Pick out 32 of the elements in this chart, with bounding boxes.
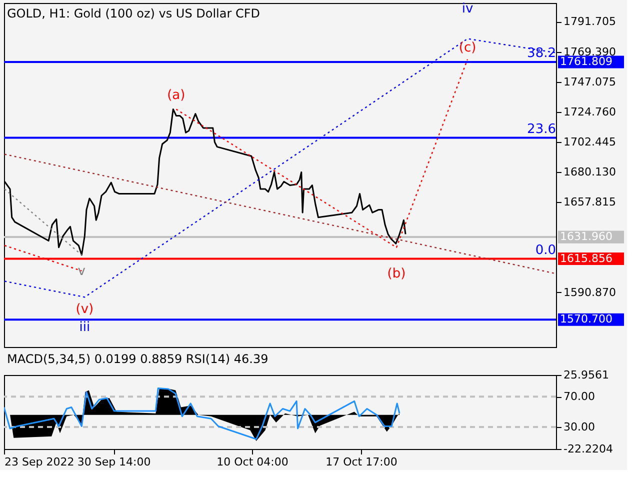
y-tick-label: 1702.445 bbox=[564, 136, 616, 149]
annotation: (b) bbox=[387, 266, 406, 282]
x-tick-label: 23 Sep 2022 bbox=[4, 456, 74, 468]
ref-line-label: 1615.856 bbox=[560, 252, 612, 265]
y2-tick-label: 30.00 bbox=[564, 420, 595, 434]
chart-title: MACD(5,34,5) 0.0199 0.8859 RSI(14) 46.39 bbox=[7, 352, 268, 366]
annotation: (a) bbox=[167, 88, 186, 104]
annotation: iv bbox=[462, 2, 474, 17]
y-tick-label: 1657.815 bbox=[564, 196, 616, 209]
ref-line-label: 1631.960 bbox=[560, 230, 612, 244]
y-tick-label: 25.9561 bbox=[564, 368, 609, 382]
line-series bbox=[4, 38, 556, 298]
annotation: v bbox=[78, 264, 86, 279]
x-tick-label: 10 Oct 04:00 bbox=[216, 456, 288, 468]
chart-title: GOLD, H1: Gold (100 oz) vs US Dollar CFD bbox=[7, 6, 260, 21]
x-tick-label: 30 Sep 14:00 bbox=[77, 456, 151, 468]
y-tick-label: -22.2204 bbox=[564, 442, 613, 456]
y-tick-label: 1724.760 bbox=[564, 105, 616, 118]
annotation: iii bbox=[79, 320, 90, 336]
y-tick-label: 1791.705 bbox=[564, 15, 616, 28]
ref-line-label: 1570.700 bbox=[560, 312, 612, 326]
annotation: (v) bbox=[76, 302, 94, 318]
y2-tick-label: 70.00 bbox=[564, 390, 595, 404]
x-tick-label: 17 Oct 17:00 bbox=[326, 456, 398, 468]
y-tick-label: 1680.130 bbox=[564, 166, 616, 179]
annotation: 0.0 bbox=[535, 242, 556, 258]
ref-line-label: 1761.809 bbox=[560, 55, 612, 68]
annotation: 38.2 bbox=[527, 46, 556, 62]
annotation: (c) bbox=[458, 40, 476, 56]
y-tick-label: 1747.075 bbox=[564, 75, 616, 88]
annotation: 23.6 bbox=[527, 122, 556, 137]
y-tick-label: 1590.870 bbox=[564, 286, 616, 299]
